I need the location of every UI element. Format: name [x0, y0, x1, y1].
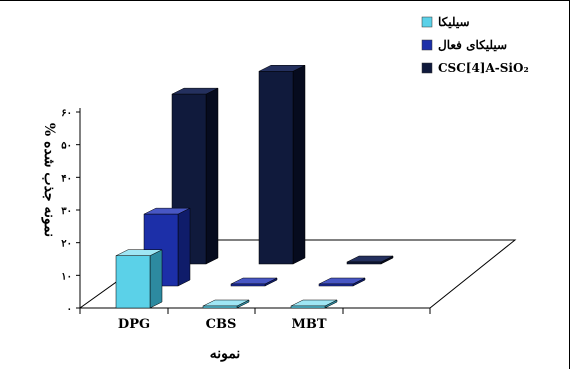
legend-label-active-silica: سیلیکای فعال: [438, 38, 507, 52]
y-tick-label: ۲۰: [61, 239, 72, 250]
legend-label-silica: سیلیکا: [438, 15, 470, 29]
bar: [230, 277, 278, 287]
bars: [115, 64, 394, 309]
y-tick-label: ۱۰: [61, 271, 72, 282]
legend-label-csc4a-sio2: CSC[4]A-SiO₂: [438, 61, 529, 75]
bar: [346, 255, 394, 265]
bar-side: [292, 64, 306, 265]
legend: سیلیکا سیلیکای فعال CSC[4]A-SiO₂: [421, 15, 529, 75]
bar-side: [205, 87, 219, 265]
bar-front: [290, 305, 326, 309]
y-tick-label: ۴۰: [61, 173, 72, 184]
frame-top-border: [0, 0, 570, 1]
bar-front: [202, 305, 238, 309]
x-axis-title: نمونه: [210, 346, 241, 362]
bar: [202, 299, 250, 309]
bar-side: [149, 249, 163, 309]
bar: [290, 299, 338, 309]
legend-swatch-active-silica: [421, 39, 433, 51]
x-tick-label: MBT: [291, 317, 326, 332]
bar-front: [318, 283, 354, 287]
bar: [258, 64, 306, 265]
legend-swatch-csc4a-sio2: [421, 62, 433, 74]
bar-front: [346, 261, 382, 265]
bar-front: [258, 71, 294, 265]
x-tick-label: DPG: [118, 317, 150, 332]
legend-swatch-silica: [421, 16, 433, 28]
y-axis-title: % نمونه جذب شده: [41, 123, 57, 237]
y-tick-label: ۶۰: [61, 108, 72, 119]
y-tick-label: ۳۰: [61, 206, 72, 217]
y-axis: ۰ ۱۰ ۲۰ ۳۰ ۴۰ ۵۰ ۶۰: [61, 108, 81, 315]
bar: [318, 277, 366, 287]
bar-front: [230, 283, 266, 287]
bar-front: [115, 255, 151, 309]
x-tick-label: CBS: [206, 317, 237, 332]
y-tick-label: ۵۰: [61, 141, 72, 152]
x-axis-labels: DPG CBS MBT: [79, 308, 431, 332]
y-tick-label: ۰: [67, 304, 72, 315]
bar: [115, 249, 163, 309]
bar-side: [177, 207, 191, 287]
